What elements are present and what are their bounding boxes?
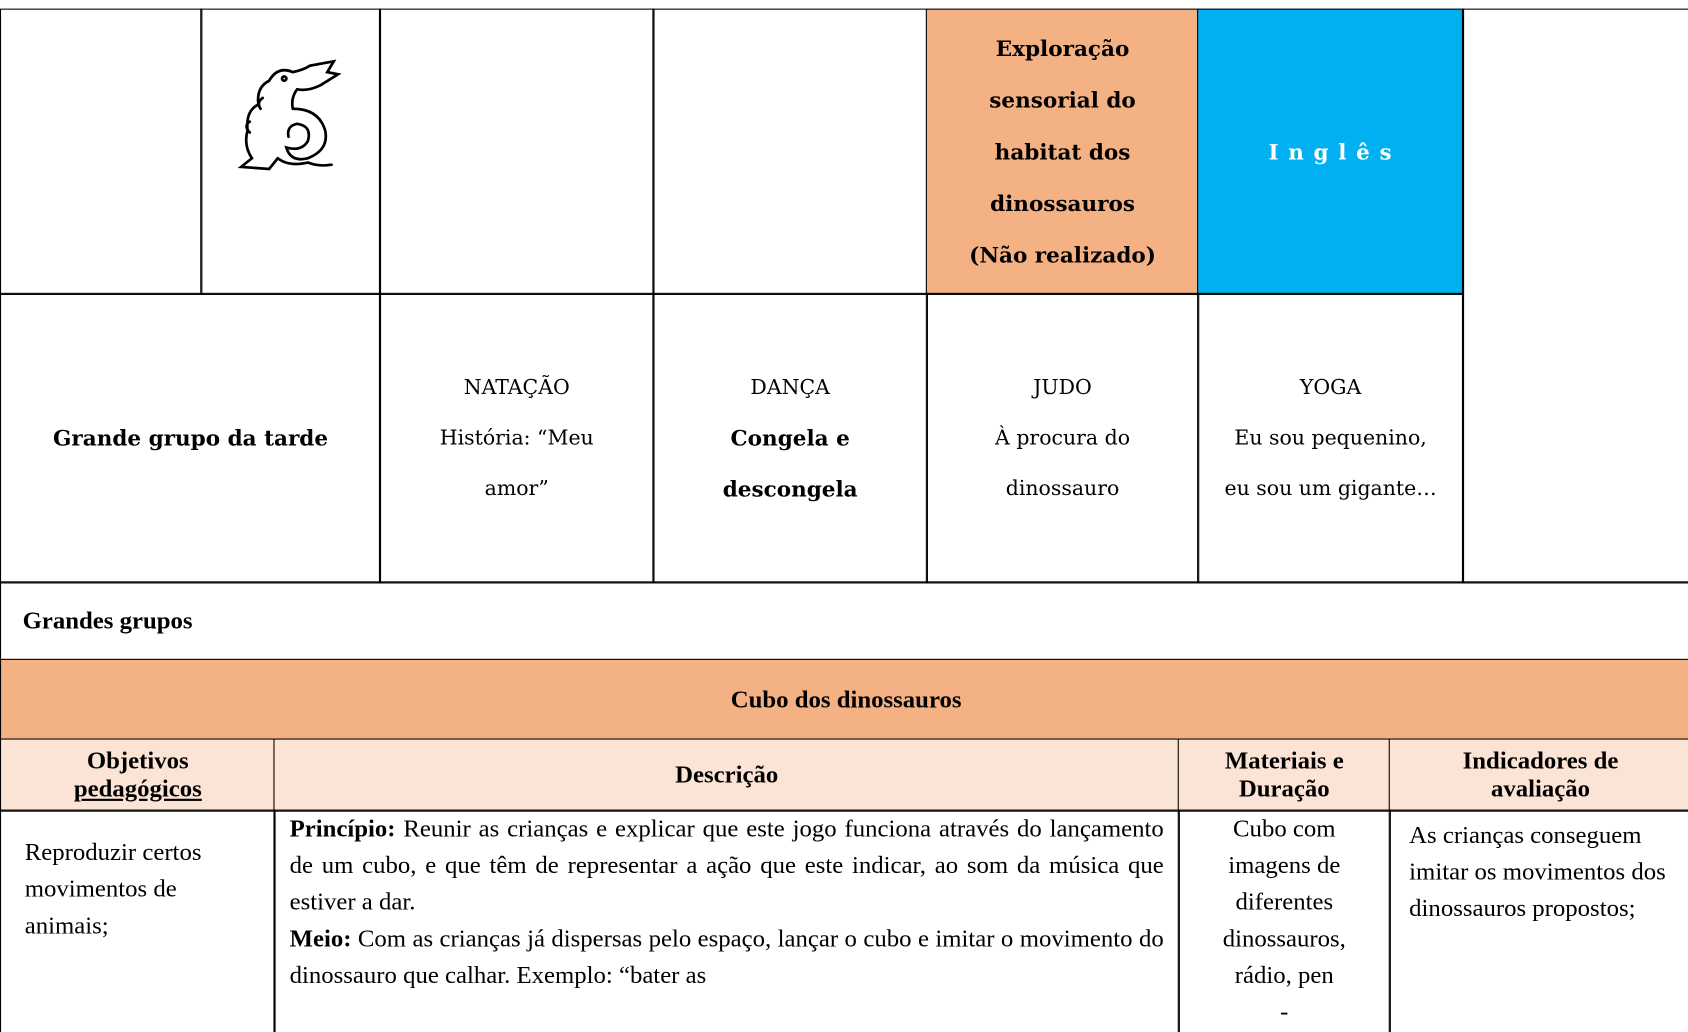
cell-text: - (1280, 997, 1289, 1025)
indicators-cell: As crianças conseguem imitar os moviment… (1388, 809, 1688, 1032)
cell-text: História: “Meu (439, 425, 594, 450)
activity-title: Cubo dos dinossauros (0, 658, 1688, 741)
description-cell: Princípio: Reunir as crianças e explicar… (273, 809, 1180, 1032)
section-title-text: Grandes grupos (22, 607, 193, 635)
header-text: avaliação (1490, 775, 1591, 803)
empty-cell (652, 8, 928, 295)
activity-cell: NATAÇÃO História: “Meu amor” (378, 292, 655, 584)
paragraph: Princípio: Reunir as crianças e explicar… (290, 811, 1164, 921)
header-cell: Objetivos pedagógicos (0, 738, 276, 812)
cell-text: amor” (484, 476, 549, 501)
cell-text: dinossauros (990, 190, 1135, 217)
objectives-cell: Reproduzir certos movimentos de animais; (0, 809, 276, 1032)
empty-cell (378, 8, 655, 295)
cell-text: diferentes (1235, 888, 1334, 916)
empty-cell (1461, 8, 1688, 584)
section-title: Grandes grupos (0, 581, 1688, 661)
cell-text: dinossauro (1005, 476, 1120, 501)
empty-cell (0, 8, 203, 295)
materials-cell: Cubo com imagens de diferentes dinossaur… (1177, 809, 1391, 1032)
cell-text: rádio, pen (1234, 961, 1334, 989)
header-text: Duração (1238, 775, 1330, 803)
cell-text: sensorial do (989, 87, 1136, 114)
activity-cell: YOGA Eu sou pequenino, eu sou um gigante… (1197, 292, 1465, 584)
english-cell: I n g l ê s (1197, 8, 1465, 295)
paragraph-text: Reunir as crianças e explicar que este j… (289, 814, 1164, 916)
header-text: Objetivos (86, 747, 189, 775)
header-text: Materiais e (1224, 747, 1344, 775)
paragraph-label: Princípio: (289, 814, 396, 842)
cell-text: I n g l ê s (1268, 138, 1393, 165)
paragraph: Meio: Com as crianças já dispersas pelo … (290, 920, 1164, 993)
cell-text: habitat dos (994, 138, 1131, 165)
row-label: Grande grupo da tarde (0, 292, 382, 584)
cell-text: Congela e (730, 424, 850, 451)
header-cell: Materiais e Duração (1177, 738, 1391, 812)
paragraph-label: Meio: (289, 924, 352, 952)
activity-title-text: Cubo dos dinossauros (730, 685, 962, 713)
cell-text: Grande grupo da tarde (53, 425, 329, 452)
cell-text: Eu sou pequenino, (1234, 425, 1427, 450)
cell-title: NATAÇÃO (463, 375, 570, 399)
paragraph-text: Com as crianças já dispersas pelo espaço… (289, 924, 1164, 989)
cell-title: DANÇA (750, 375, 830, 399)
cell-text: As crianças conseguem imitar os moviment… (1409, 821, 1666, 922)
cell-text: Cubo com (1233, 814, 1336, 842)
cell-text: (Não realizado) (969, 242, 1156, 269)
activity-cell: JUDO À procura do dinossauro (925, 292, 1200, 584)
header-cell: Descrição (273, 738, 1180, 812)
cell-text: À procura do (995, 425, 1131, 450)
header-text: Indicadores de (1462, 747, 1619, 775)
icon-cell (200, 8, 382, 295)
cell-title: YOGA (1299, 375, 1362, 399)
header-text: Descrição (675, 761, 779, 789)
exploration-cell: Exploração sensorial do habitat dos dino… (925, 8, 1200, 295)
cell-text: Reproduzir certos movimentos de animais; (24, 838, 202, 939)
activity-cell: DANÇA Congela e descongela (652, 292, 928, 584)
cell-text: eu sou um gigante… (1224, 476, 1437, 501)
header-cell: Indicadores de avaliação (1388, 738, 1688, 812)
cell-text: Exploração (995, 35, 1130, 62)
cell-text: dinossauros, (1222, 924, 1346, 952)
cell-text: descongela (722, 475, 858, 502)
header-text: pedagógicos (73, 775, 202, 803)
dinosaur-icon (237, 59, 342, 171)
cell-text: imagens de (1228, 851, 1341, 879)
cell-title: JUDO (1033, 375, 1092, 399)
